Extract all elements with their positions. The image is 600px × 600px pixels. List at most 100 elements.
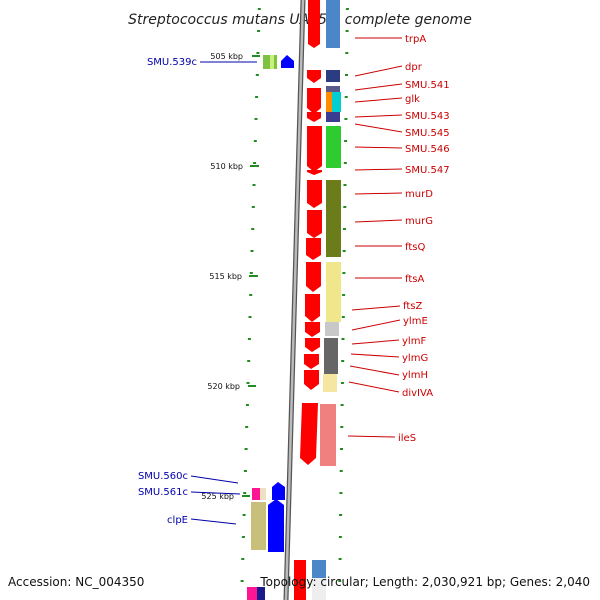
track-dot <box>257 30 261 32</box>
leader-line <box>354 65 403 77</box>
gene-label-SMU543[interactable]: SMU.543 <box>405 111 450 122</box>
track-dot <box>245 404 249 406</box>
leader-line <box>349 365 400 376</box>
gene-label-SMU560c[interactable]: SMU.560c <box>138 471 188 482</box>
cds-arrow[interactable] <box>304 354 319 369</box>
track-dot <box>338 536 342 538</box>
track-dot <box>339 514 343 516</box>
gene-label-ftsZ[interactable]: ftsZ <box>403 301 422 312</box>
feature-box[interactable] <box>325 322 339 336</box>
cds-arrow[interactable] <box>306 238 321 260</box>
cds-arrow[interactable] <box>268 499 284 552</box>
leader-line <box>351 305 401 311</box>
track-dot <box>252 184 256 186</box>
track-dot <box>340 426 344 428</box>
gene-label-murD[interactable]: murD <box>405 189 433 200</box>
feature-box[interactable] <box>312 578 326 600</box>
leader-line <box>351 319 401 331</box>
feature-box[interactable] <box>326 112 340 122</box>
track-dot <box>242 514 246 516</box>
gene-label-ftsA[interactable]: ftsA <box>405 274 424 285</box>
feature-box[interactable] <box>312 560 326 578</box>
track-dot <box>345 52 349 54</box>
feature-box[interactable] <box>326 0 340 48</box>
gene-label-dpr[interactable]: dpr <box>405 62 423 73</box>
cds-arrow[interactable] <box>305 338 320 352</box>
leader-line <box>354 168 403 171</box>
track-dot <box>343 162 347 164</box>
gene-label-glk[interactable]: glk <box>405 94 420 105</box>
gene-label-SMU546[interactable]: SMU.546 <box>405 144 450 155</box>
track-dot <box>241 558 245 560</box>
feature-box[interactable] <box>326 126 341 168</box>
cds-arrow[interactable] <box>294 560 306 600</box>
track-dots <box>240 8 349 582</box>
cds-arrow[interactable] <box>308 0 320 48</box>
feature-box[interactable] <box>252 488 260 500</box>
gene-label-SMU539c[interactable]: SMU.539c <box>147 57 197 68</box>
feature-box[interactable] <box>326 262 341 322</box>
feature-box[interactable] <box>326 70 340 82</box>
leader-line <box>348 381 400 393</box>
track-dot <box>344 140 348 142</box>
track-dot <box>345 74 348 76</box>
kbp-label: 505 kbp <box>210 52 243 61</box>
cds-arrow[interactable] <box>305 294 320 322</box>
cds-arrow[interactable] <box>307 180 322 208</box>
cds-arrow[interactable] <box>307 170 322 175</box>
feature-box[interactable] <box>251 502 266 550</box>
feature-box[interactable] <box>324 338 338 374</box>
accession-text: Accession: NC_004350 <box>8 575 144 589</box>
gene-label-ylmF[interactable]: ylmF <box>402 336 426 347</box>
gene-label-ylmH[interactable]: ylmH <box>402 370 428 381</box>
cds-arrow[interactable] <box>305 322 320 337</box>
gene-label-SMU541[interactable]: SMU.541 <box>405 80 450 91</box>
leader-line <box>354 83 403 91</box>
feature-box[interactable] <box>247 587 257 600</box>
track-dot <box>241 536 245 538</box>
feature-box[interactable] <box>326 86 340 92</box>
cds-arrow[interactable] <box>306 262 321 292</box>
gene-label-ileS[interactable]: ileS <box>398 433 416 444</box>
cds-arrow[interactable] <box>307 126 322 172</box>
gene-label-SMU545[interactable]: SMU.545 <box>405 128 450 139</box>
gene-label-ylmG[interactable]: ylmG <box>402 353 428 364</box>
leader-line <box>190 518 237 525</box>
cds-arrow[interactable] <box>281 55 294 68</box>
feature-box[interactable] <box>257 587 265 600</box>
track-dot <box>254 118 258 120</box>
leader-line <box>190 475 239 484</box>
gene-label-ftsQ[interactable]: ftsQ <box>405 242 425 253</box>
leader-line <box>354 123 403 133</box>
reverse-cds-track <box>247 55 294 600</box>
cds-arrow[interactable] <box>307 70 321 83</box>
feature-box[interactable] <box>326 180 341 257</box>
feature-box[interactable] <box>320 404 336 466</box>
track-dot <box>343 228 346 230</box>
feature-box[interactable] <box>323 374 337 392</box>
cds-arrow[interactable] <box>307 112 321 122</box>
gene-label-SMU547[interactable]: SMU.547 <box>405 165 450 176</box>
track-dot <box>249 272 253 274</box>
gene-label-SMU561c[interactable]: SMU.561c <box>138 487 188 498</box>
feature-box[interactable] <box>332 92 341 112</box>
feature-box[interactable] <box>326 92 332 112</box>
feature-box[interactable] <box>260 488 266 500</box>
cds-arrow[interactable] <box>307 210 322 238</box>
track-dot <box>253 162 257 164</box>
cds-arrow[interactable] <box>300 403 318 465</box>
track-dot <box>247 360 251 362</box>
cds-arrow[interactable] <box>304 370 319 390</box>
gene-label-divIVA[interactable]: divIVA <box>402 388 433 399</box>
track-dot <box>342 272 346 274</box>
gene-label-clpE[interactable]: clpE <box>167 515 188 526</box>
gene-label-murG[interactable]: murG <box>405 216 433 227</box>
feature-box[interactable] <box>270 55 274 69</box>
leader-line <box>354 192 403 195</box>
leader-line <box>351 339 400 345</box>
gene-label-ylmE[interactable]: ylmE <box>403 316 428 327</box>
cds-arrow[interactable] <box>272 482 285 500</box>
gene-label-trpA[interactable]: trpA <box>405 34 426 45</box>
leader-line <box>354 219 403 223</box>
cds-arrow[interactable] <box>307 88 321 114</box>
